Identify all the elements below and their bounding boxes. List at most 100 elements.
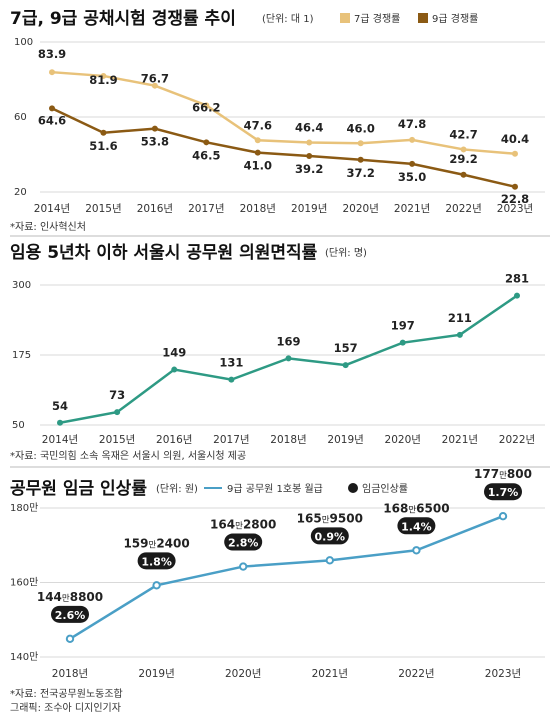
data-label: 29.2 [449,152,477,166]
rate-pill [310,527,349,545]
data-point [171,366,178,373]
data-point [357,156,364,163]
legend-rate-swatch [348,483,358,493]
rate-pill [137,552,176,570]
x-tick-label: 2021년 [312,668,348,680]
data-point [456,331,463,338]
wage-label: 165만9500 [297,511,363,525]
rate-label: 1.8% [141,555,172,568]
rate-label: 0.9% [315,530,346,543]
data-point [228,376,235,383]
data-point [306,139,313,146]
data-point [460,146,467,153]
data-label: 73 [109,388,125,402]
x-tick-label: 2020년 [342,203,378,215]
data-label: 39.2 [295,162,323,176]
chart1-title: 7급, 9급 공채시험 경쟁률 추이 [10,8,236,29]
y-tick-label: 50 [12,420,25,431]
data-label: 83.9 [38,47,66,61]
x-tick-label: 2019년 [327,434,363,446]
data-point [151,125,158,132]
x-tick-label: 2022년 [499,434,535,446]
chart1-source: *자료: 인사혁신처 [10,221,86,233]
chart3-source: *자료: 전국공무원노동조합 [10,688,123,700]
data-point [152,581,161,590]
wage-label: 164만2800 [210,518,276,532]
data-point [306,153,313,159]
chart2-source: *자료: 국민의힘 소속 옥재은 서울시 의원, 서울시청 제공 [10,450,246,462]
wage-label: 177만800 [474,467,532,481]
y-tick-label: 160만 [10,577,38,589]
x-tick-label: 2021년 [442,434,478,446]
data-point [203,139,210,146]
rate-label: 1.7% [488,486,519,499]
data-label: 46.5 [192,148,220,162]
y-tick-label: 180만 [10,502,38,514]
x-tick-label: 2019년 [138,668,174,680]
data-point [151,82,158,89]
data-point [49,105,55,112]
data-label: 46.0 [346,121,374,135]
x-tick-label: 2014년 [42,434,78,446]
x-tick-label: 2018년 [240,203,276,215]
data-point [325,556,334,565]
data-label: 40.4 [501,132,529,146]
data-point [512,183,518,190]
series-line-wage [69,515,504,640]
data-label: 197 [391,319,415,333]
data-label: 131 [219,356,243,370]
rate-pill [397,517,436,535]
legend-9grade-label: 9급 경쟁률 [432,12,478,25]
data-point [57,419,63,426]
chart2-title: 임용 5년차 이하 서울시 공무원 의원면직률 [10,242,318,263]
data-label: 35.0 [398,170,426,184]
x-tick-label: 2023년 [497,203,533,215]
x-tick-label: 2020년 [225,668,261,680]
wage-label: 144만8800 [37,590,103,604]
data-label: 41.0 [244,159,272,173]
x-tick-label: 2015년 [85,203,121,215]
data-point [498,511,508,521]
x-tick-label: 2018년 [270,434,306,446]
wage-label: 159만2400 [123,536,189,550]
chart1-unit: (단위: 대 1) [262,12,314,25]
data-label: 51.6 [89,139,117,153]
data-point [514,292,520,299]
rate-pill [484,483,522,501]
y-tick-label: 175 [12,350,31,361]
data-point [512,150,518,157]
data-label: 76.7 [141,72,169,86]
x-tick-label: 2016년 [156,434,192,446]
data-point [65,634,75,644]
rate-pill [51,605,89,623]
data-point [100,129,107,136]
chart2-unit: (단위: 명) [325,246,367,259]
x-tick-label: 2014년 [34,203,70,215]
data-point [49,69,55,76]
x-tick-label: 2023년 [485,668,521,680]
series-line-9grade [51,107,516,188]
data-point [254,137,261,144]
data-point [342,362,349,369]
rate-label: 1.4% [401,520,432,533]
data-point [409,160,416,167]
data-point [285,355,292,362]
chart3-credit: 그래픽: 조수아 디지인기자 [10,702,121,714]
data-label: 66.2 [192,100,220,114]
chart3-legend: 9급 공무원 1호봉 월급 임금인상률 [204,482,408,495]
chart1-legend: 7급 경쟁률 9급 경쟁률 [340,12,478,25]
data-label: 64.6 [38,113,66,127]
data-label: 37.2 [346,166,374,180]
x-tick-label: 2017년 [188,203,224,215]
y-tick-label: 20 [14,187,27,198]
data-label: 149 [162,346,186,360]
legend-wage-label: 9급 공무원 1호봉 월급 [227,483,323,495]
data-label: 54 [52,399,68,413]
data-label: 157 [334,341,358,355]
x-tick-label: 2021년 [394,203,430,215]
data-point [357,140,364,147]
y-tick-label: 100 [14,37,33,48]
chart3-unit: (단위: 원) [156,482,198,495]
y-tick-label: 300 [12,280,31,291]
